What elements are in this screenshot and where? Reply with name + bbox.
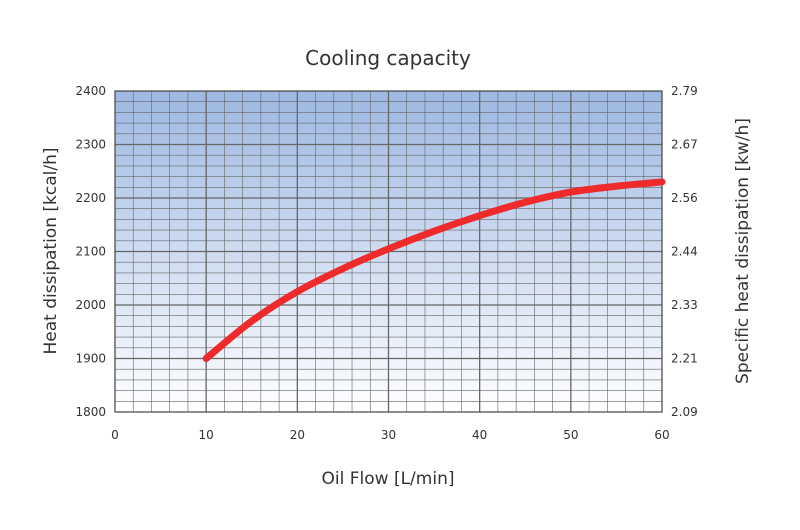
x-tick-label: 60 (654, 428, 669, 442)
y2-tick-label: 2.09 (671, 405, 698, 419)
x-tick-label: 30 (381, 428, 396, 442)
y-tick-label: 2300 (75, 138, 106, 152)
y2-tick-label: 2.21 (671, 352, 698, 366)
y-tick-label: 2000 (75, 298, 106, 312)
y-axis-label: Heat dissipation [kcal/h] (41, 148, 61, 355)
y-tick-label: 1900 (75, 352, 106, 366)
x-tick-label: 50 (563, 428, 578, 442)
y2-tick-label: 2.44 (671, 245, 698, 259)
x-tick-label: 40 (472, 428, 487, 442)
chart-title: Cooling capacity (305, 46, 471, 70)
x-tick-label: 10 (199, 428, 214, 442)
y-tick-label: 1800 (75, 405, 106, 419)
y2-tick-label: 2.79 (671, 84, 698, 98)
heat-dissipation-line (202, 178, 666, 362)
plot-frame (114, 90, 663, 413)
y2-tick-label: 2.67 (671, 138, 698, 152)
y-tick-label: 2200 (75, 191, 106, 205)
y2-tick-label: 2.33 (671, 298, 698, 312)
x-tick-label: 0 (111, 428, 119, 442)
y2-axis-label: Specific heat dissipation [kw/h] (733, 118, 753, 384)
x-tick-label: 20 (290, 428, 305, 442)
y2-tick-label: 2.56 (671, 191, 698, 205)
tick-labels: 0 10 20 30 40 50 60 1800 1900 2000 2100 2200 2300 240… (75, 84, 697, 442)
y-tick-label: 2400 (75, 84, 106, 98)
y-tick-label: 2100 (75, 245, 106, 259)
x-axis-label: Oil Flow [L/min] (322, 469, 455, 489)
